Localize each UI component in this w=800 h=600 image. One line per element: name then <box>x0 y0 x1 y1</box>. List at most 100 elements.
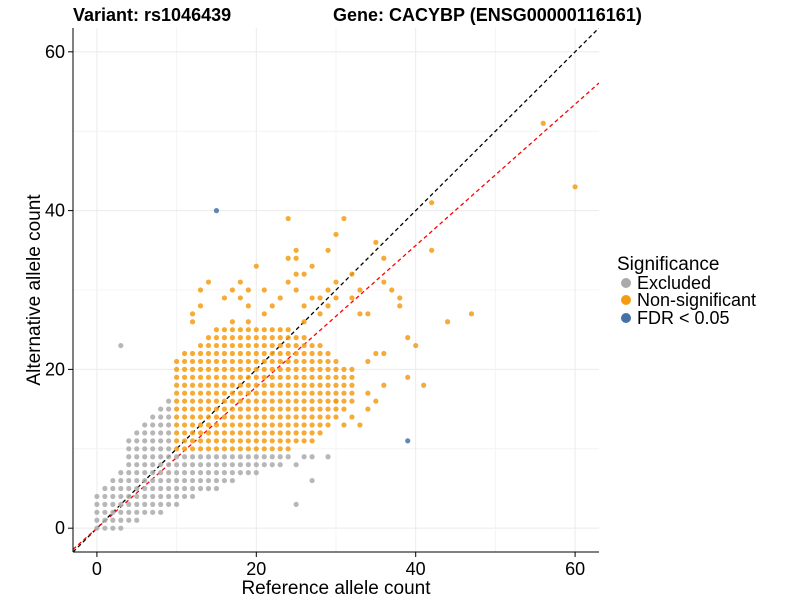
point-excluded <box>142 422 148 428</box>
point-nonsig <box>285 366 291 372</box>
point-nonsig <box>174 382 180 388</box>
point-excluded <box>126 438 132 444</box>
point-nonsig <box>181 398 188 404</box>
point-excluded <box>166 493 172 500</box>
point-excluded <box>150 430 156 436</box>
point-excluded <box>213 454 220 460</box>
point-nonsig <box>181 382 188 388</box>
point-excluded <box>134 470 140 476</box>
point-nonsig <box>174 406 180 412</box>
point-nonsig <box>197 366 204 372</box>
point-nonsig <box>269 398 275 404</box>
point-nonsig <box>253 374 259 380</box>
point-nonsig <box>285 215 291 222</box>
point-nonsig <box>245 287 251 293</box>
point-nonsig <box>245 446 251 452</box>
point-nonsig <box>325 366 331 372</box>
point-nonsig <box>197 438 204 444</box>
point-nonsig <box>301 422 307 428</box>
point-nonsig <box>341 398 347 404</box>
point-excluded <box>142 454 148 460</box>
point-nonsig <box>245 430 251 436</box>
point-nonsig <box>293 358 299 365</box>
point-nonsig <box>277 342 283 349</box>
point-excluded <box>110 509 116 515</box>
point-nonsig <box>221 342 228 349</box>
point-nonsig <box>341 422 347 428</box>
point-nonsig <box>245 398 251 404</box>
point-nonsig <box>381 279 387 285</box>
point-excluded <box>237 470 243 476</box>
point-excluded <box>142 446 148 452</box>
point-nonsig <box>245 390 251 396</box>
point-nonsig <box>293 390 299 396</box>
point-excluded <box>277 454 283 460</box>
point-nonsig <box>261 327 267 333</box>
point-nonsig <box>221 414 228 420</box>
point-nonsig <box>237 398 243 404</box>
point-excluded <box>166 430 172 436</box>
point-nonsig <box>181 366 188 372</box>
point-excluded <box>189 485 196 492</box>
point-nonsig <box>197 414 204 420</box>
point-nonsig <box>333 358 339 365</box>
point-excluded <box>158 438 164 444</box>
point-nonsig <box>174 390 180 396</box>
point-nonsig <box>277 398 283 404</box>
point-nonsig <box>269 430 275 436</box>
point-nonsig <box>245 422 251 428</box>
point-nonsig <box>253 335 259 341</box>
point-nonsig <box>285 374 291 380</box>
point-excluded <box>102 509 108 515</box>
point-excluded <box>126 509 132 515</box>
point-excluded <box>166 398 172 404</box>
point-nonsig <box>468 311 475 317</box>
point-nonsig <box>197 390 204 396</box>
point-excluded <box>189 493 196 500</box>
point-nonsig <box>269 350 275 357</box>
point-nonsig <box>325 350 331 357</box>
point-nonsig <box>221 366 228 372</box>
point-nonsig <box>365 406 371 412</box>
point-nonsig <box>349 295 355 301</box>
point-nonsig <box>189 374 196 380</box>
point-nonsig <box>269 406 275 412</box>
point-excluded <box>134 493 140 500</box>
point-excluded <box>158 462 164 468</box>
point-nonsig <box>349 390 355 396</box>
point-nonsig <box>325 422 331 428</box>
point-nonsig <box>181 350 188 357</box>
point-excluded <box>197 477 204 484</box>
point-nonsig <box>221 390 228 396</box>
point-nonsig <box>205 414 212 420</box>
point-excluded <box>205 462 212 468</box>
point-excluded <box>126 470 132 476</box>
point-excluded <box>197 454 204 460</box>
point-excluded <box>94 517 100 523</box>
point-nonsig <box>349 382 355 388</box>
point-excluded <box>245 462 251 468</box>
point-nonsig <box>301 406 307 412</box>
point-nonsig <box>189 430 196 436</box>
point-excluded <box>158 477 164 484</box>
point-excluded <box>213 485 220 492</box>
point-nonsig <box>277 335 283 341</box>
point-excluded <box>150 485 156 492</box>
point-excluded <box>293 462 299 468</box>
point-excluded <box>197 462 204 468</box>
point-nonsig <box>213 358 220 365</box>
point-nonsig <box>333 374 339 380</box>
data-points <box>94 120 578 531</box>
point-nonsig <box>444 319 451 325</box>
point-excluded <box>166 422 172 428</box>
point-nonsig <box>205 279 212 285</box>
point-nonsig <box>285 414 291 420</box>
point-nonsig <box>333 366 339 372</box>
point-nonsig <box>253 382 259 388</box>
point-nonsig <box>341 215 347 222</box>
point-nonsig <box>325 358 331 365</box>
point-nonsig <box>277 350 283 357</box>
point-nonsig <box>174 374 180 380</box>
point-nonsig <box>277 390 283 396</box>
point-nonsig <box>181 358 188 365</box>
